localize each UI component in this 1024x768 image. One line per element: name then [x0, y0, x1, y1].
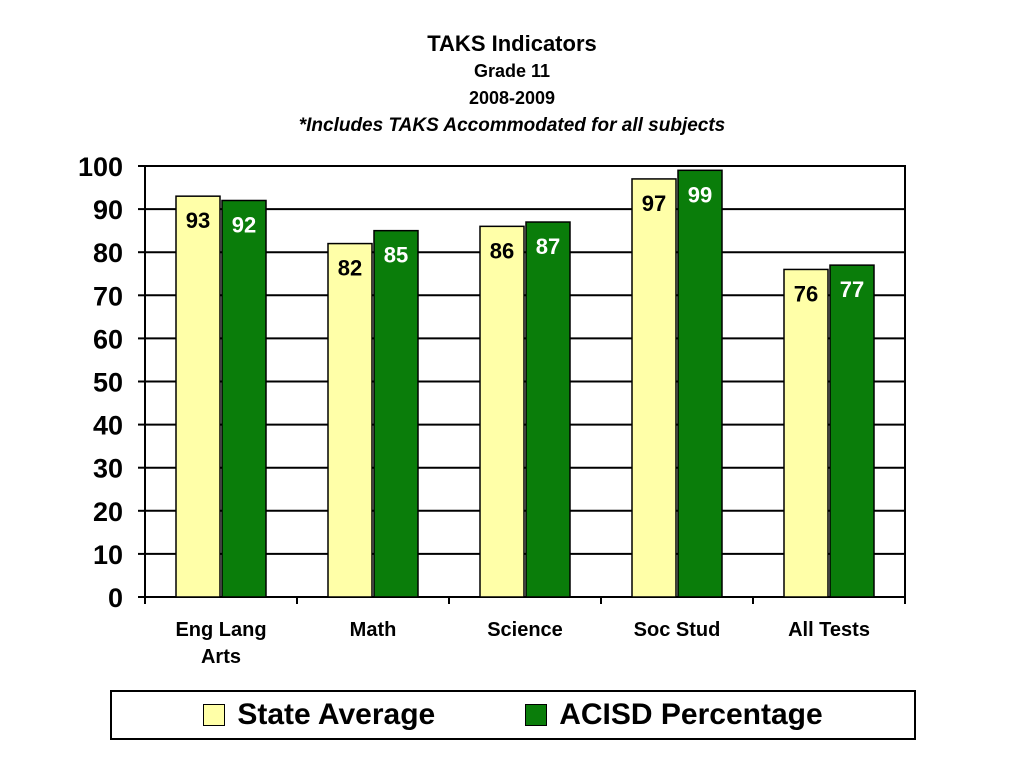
- legend-swatch-state: [203, 704, 226, 726]
- y-tick-label: 70: [93, 281, 123, 311]
- data-label-acisd-percentage: 85: [384, 243, 408, 268]
- x-category-label: Soc Stud: [634, 619, 721, 641]
- bar-state-average: [479, 225, 525, 598]
- y-tick-label: 20: [93, 497, 123, 527]
- data-label-state-average: 97: [642, 191, 666, 216]
- x-category-label: All Tests: [788, 619, 870, 641]
- legend-item-state: State Average: [203, 698, 435, 732]
- data-label-state-average: 82: [338, 256, 362, 281]
- legend-label-state: State Average: [237, 698, 436, 731]
- data-label-acisd-percentage: 87: [536, 234, 560, 259]
- x-category-label: Math: [350, 619, 397, 641]
- y-tick-label: 90: [93, 195, 123, 225]
- chart-title: TAKS Indicators: [427, 31, 597, 56]
- bar-state-average: [783, 268, 829, 598]
- chart-subtitle-grade: Grade 11: [473, 61, 551, 81]
- y-tick-label: 80: [93, 238, 123, 268]
- x-category-label: Science: [487, 619, 563, 641]
- plot-frame: [144, 165, 906, 598]
- data-label-acisd-percentage: 92: [232, 212, 256, 237]
- y-tick-label: 0: [108, 583, 123, 613]
- chart-title-block: TAKS Indicators Grade 11 2008-2009 *Incl…: [0, 30, 1024, 140]
- legend-swatch-acisd: [525, 704, 548, 726]
- legend-label-acisd: ACISD Percentage: [559, 698, 823, 731]
- bar-acisd-percentage: [373, 229, 419, 598]
- x-category-label: Arts: [201, 646, 241, 668]
- chart-subtitle-year: 2008-2009: [468, 88, 556, 108]
- x-category-label: Eng Lang: [175, 619, 266, 641]
- y-tick-label: 50: [93, 368, 123, 398]
- y-tick-label: 40: [93, 411, 123, 441]
- bar-state-average: [327, 242, 373, 598]
- y-tick-label: 100: [78, 152, 123, 182]
- chart-subtitle-note: *Includes TAKS Accommodated for all subj…: [298, 115, 726, 136]
- bar-acisd-percentage: [829, 264, 875, 598]
- y-tick-label: 60: [93, 324, 123, 354]
- data-label-state-average: 76: [794, 281, 818, 306]
- data-label-state-average: 86: [490, 238, 514, 263]
- y-tick-label: 30: [93, 454, 123, 484]
- y-tick-label: 10: [93, 540, 123, 570]
- bar-acisd-percentage: [677, 169, 723, 598]
- data-label-acisd-percentage: 99: [688, 182, 712, 207]
- bar-state-average: [175, 195, 221, 598]
- bar-acisd-percentage: [221, 199, 267, 598]
- chart-legend: State Average ACISD Percentage: [110, 690, 916, 740]
- legend-item-acisd: ACISD Percentage: [525, 698, 823, 732]
- data-label-acisd-percentage: 77: [840, 277, 864, 302]
- data-label-state-average: 93: [186, 208, 210, 233]
- bar-acisd-percentage: [525, 221, 571, 598]
- bar-state-average: [631, 178, 677, 598]
- bar-chart: 0 10 20 30 40 50 60 70 80 90 100 93 92 Eng Lang Arts 82…: [78, 152, 906, 668]
